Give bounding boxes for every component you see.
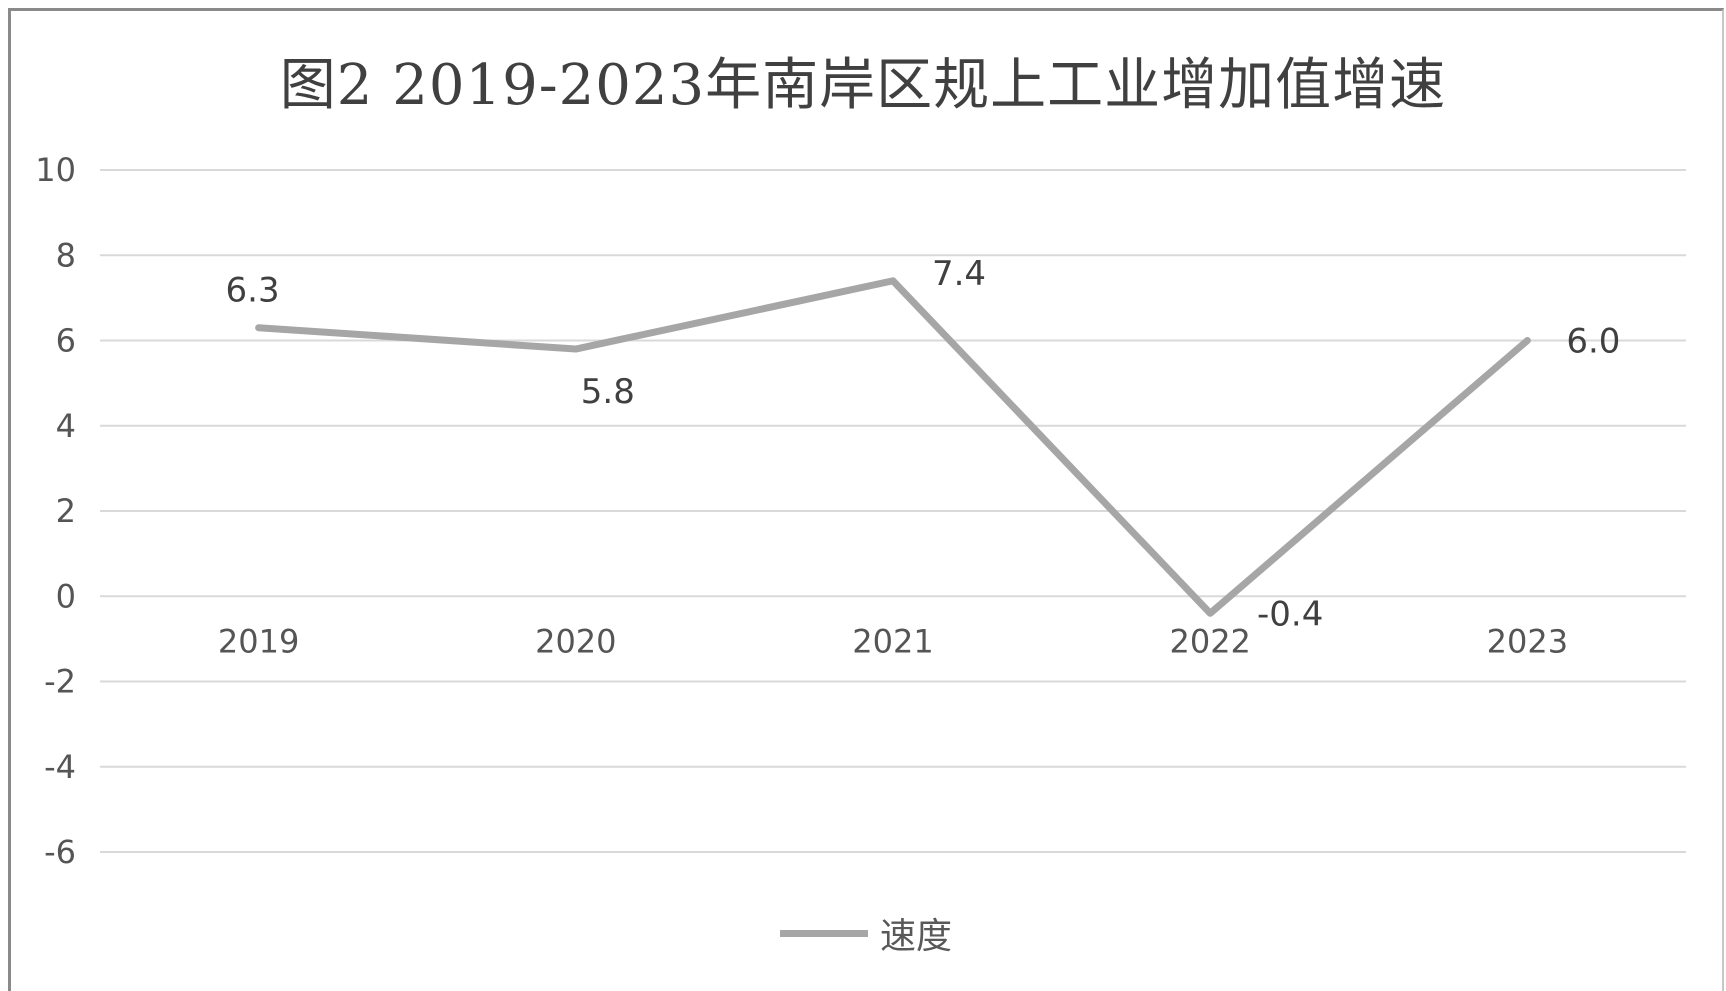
series-lines <box>255 277 1531 617</box>
y-tick-label: 8 <box>56 236 76 274</box>
data-label: 6.3 <box>226 271 280 311</box>
y-tick-label: 4 <box>56 407 76 445</box>
y-tick-label: -6 <box>44 833 76 871</box>
data-labels: 6.3 5.8 7.4 -0.4 6.0 <box>226 254 1621 634</box>
x-tick-label: 2022 <box>1169 622 1250 660</box>
y-axis-tick-labels: 10 8 6 4 2 0 -2 -4 -6 <box>35 151 76 871</box>
x-axis-tick-labels: 2019 2020 2021 2022 2023 <box>218 622 1568 660</box>
x-tick-label: 2020 <box>535 622 616 660</box>
y-tick-label: 0 <box>56 577 76 615</box>
x-tick-label: 2023 <box>1487 622 1568 660</box>
series-line-0 <box>255 277 1531 617</box>
y-tick-label: 10 <box>35 151 76 189</box>
data-label: 5.8 <box>581 372 635 412</box>
y-tick-label: 2 <box>56 492 76 530</box>
y-tick-label: -2 <box>44 663 76 701</box>
data-label: 6.0 <box>1566 322 1620 362</box>
data-label: 7.4 <box>932 254 986 294</box>
y-tick-label: 6 <box>56 322 76 360</box>
x-tick-label: 2021 <box>852 622 933 660</box>
y-tick-label: -4 <box>44 748 76 786</box>
x-tick-label: 2019 <box>218 622 299 660</box>
chart-frame <box>8 8 1724 991</box>
gridlines <box>100 169 1686 853</box>
chart-title: 图2 2019-2023年南岸区规上工业增加值增速 <box>279 53 1447 118</box>
legend: 速度 <box>780 908 952 958</box>
legend-label-series: 速度 <box>880 916 953 957</box>
data-label: -0.4 <box>1257 594 1323 634</box>
legend-swatch <box>780 929 868 937</box>
